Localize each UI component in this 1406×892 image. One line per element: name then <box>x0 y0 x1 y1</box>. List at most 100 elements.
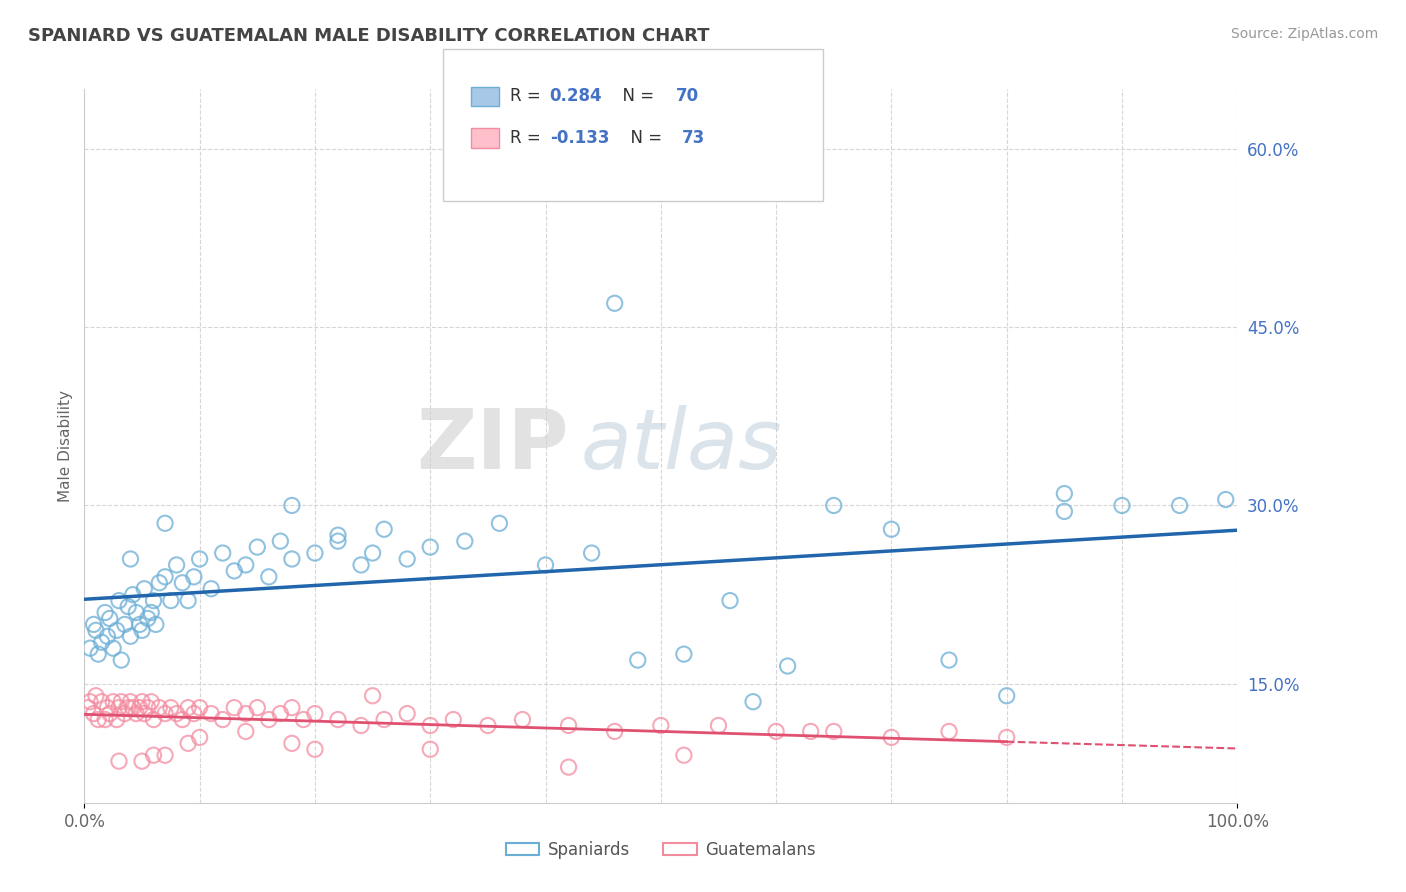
Point <box>87 647 110 661</box>
Point <box>326 534 349 549</box>
Point <box>108 754 131 768</box>
Point <box>603 724 626 739</box>
Point <box>98 611 121 625</box>
Point <box>83 617 105 632</box>
Point <box>188 552 211 566</box>
Point <box>512 713 534 727</box>
Point <box>557 718 579 732</box>
Point <box>105 624 128 638</box>
Point <box>160 593 183 607</box>
Point <box>373 713 395 727</box>
Point <box>557 760 579 774</box>
Point <box>292 713 315 727</box>
Point <box>211 546 233 560</box>
Point <box>114 617 136 632</box>
Point <box>125 606 148 620</box>
Point <box>281 552 304 566</box>
Point <box>76 700 98 714</box>
Point <box>281 736 304 750</box>
Point <box>128 617 150 632</box>
Point <box>938 653 960 667</box>
Point <box>153 516 176 531</box>
Point <box>103 695 124 709</box>
Point <box>148 575 170 590</box>
Text: 0.284: 0.284 <box>550 87 602 105</box>
Point <box>235 706 257 721</box>
Point <box>96 629 118 643</box>
Point <box>281 700 304 714</box>
Point <box>136 611 159 625</box>
Point <box>269 706 291 721</box>
Point <box>114 706 136 721</box>
Point <box>177 736 200 750</box>
Point <box>419 718 441 732</box>
Point <box>880 522 903 536</box>
Point <box>121 700 143 714</box>
Point <box>603 296 626 310</box>
Point <box>454 534 477 549</box>
Point <box>441 713 464 727</box>
Point <box>121 588 143 602</box>
Point <box>145 617 167 632</box>
Point <box>257 570 280 584</box>
Point <box>304 546 326 560</box>
Point <box>153 706 176 721</box>
Point <box>103 641 124 656</box>
Point <box>488 516 510 531</box>
Point <box>257 713 280 727</box>
Point <box>823 724 845 739</box>
Text: R =: R = <box>510 129 547 147</box>
Point <box>166 558 188 572</box>
Point <box>142 593 165 607</box>
Point <box>134 582 156 596</box>
Point <box>269 534 291 549</box>
Point <box>94 713 117 727</box>
Point <box>79 641 101 656</box>
Point <box>326 528 349 542</box>
Text: N =: N = <box>620 129 668 147</box>
Point <box>477 718 499 732</box>
Point <box>90 695 112 709</box>
Point <box>166 706 188 721</box>
Point <box>765 724 787 739</box>
Point <box>1111 499 1133 513</box>
Point <box>350 718 373 732</box>
Point <box>148 700 170 714</box>
Text: Source: ZipAtlas.com: Source: ZipAtlas.com <box>1230 27 1378 41</box>
Point <box>938 724 960 739</box>
Point <box>224 700 246 714</box>
Text: N =: N = <box>612 87 659 105</box>
Point <box>108 593 131 607</box>
Point <box>718 593 741 607</box>
Point <box>117 599 139 614</box>
Point <box>361 689 384 703</box>
Point <box>361 546 384 560</box>
Point <box>1215 492 1237 507</box>
Point <box>627 653 650 667</box>
Point <box>995 689 1018 703</box>
Text: atlas: atlas <box>581 406 782 486</box>
Point <box>141 606 163 620</box>
Point <box>120 695 142 709</box>
Point <box>83 706 105 721</box>
Point <box>1053 504 1076 518</box>
Point <box>211 713 233 727</box>
Point <box>396 552 419 566</box>
Point <box>96 700 118 714</box>
Point <box>120 552 142 566</box>
Point <box>84 689 107 703</box>
Point <box>823 499 845 513</box>
Point <box>235 724 257 739</box>
Point <box>141 695 163 709</box>
Point <box>246 700 269 714</box>
Point <box>1053 486 1076 500</box>
Point <box>326 713 349 727</box>
Point <box>87 713 110 727</box>
Point <box>304 742 326 756</box>
Point <box>110 653 132 667</box>
Point <box>396 706 419 721</box>
Point <box>183 706 205 721</box>
Point <box>131 754 153 768</box>
Point <box>160 700 183 714</box>
Point <box>172 713 194 727</box>
